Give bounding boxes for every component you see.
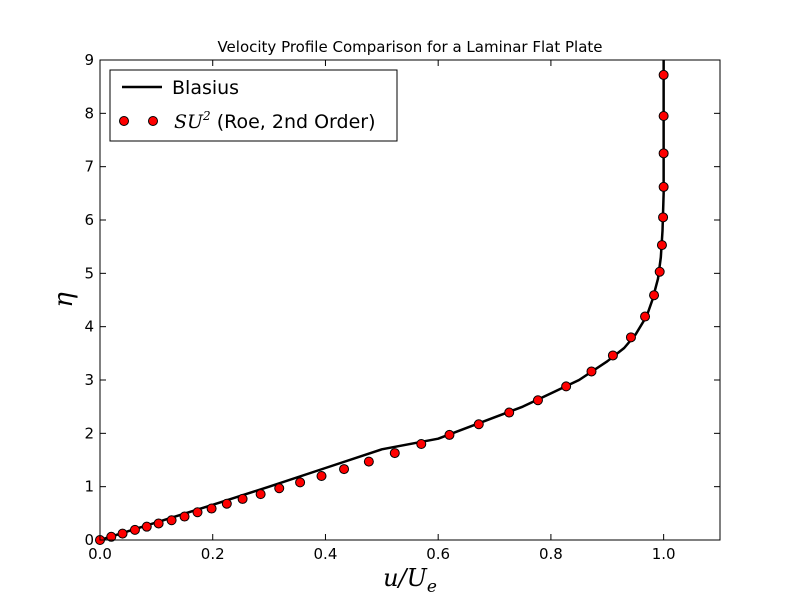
- data-point: [658, 181, 669, 192]
- data-point: [295, 477, 306, 488]
- x-tick-label: 0.0: [88, 545, 112, 563]
- y-axis-label: η: [49, 292, 79, 308]
- legend: Blasius SU2 (Roe, 2nd Order): [109, 69, 398, 142]
- data-point: [339, 464, 350, 475]
- y-tick-label: 3: [84, 371, 94, 389]
- data-point: [206, 503, 217, 514]
- data-point: [658, 148, 669, 159]
- y-tick-label: 8: [84, 104, 94, 122]
- data-point: [625, 332, 636, 343]
- y-tick-label: 9: [84, 51, 94, 69]
- data-point: [153, 518, 164, 529]
- data-point: [658, 111, 669, 121]
- data-point: [532, 395, 543, 406]
- y-tick-label: 6: [84, 211, 94, 229]
- data-point: [255, 489, 266, 500]
- y-tick-label: 0: [84, 531, 94, 549]
- x-tick-label: 0.8: [539, 545, 563, 563]
- legend-box: [109, 69, 398, 142]
- data-point: [656, 240, 667, 251]
- x-axis-label: u/Ue: [383, 564, 437, 597]
- data-point: [473, 419, 484, 430]
- y-tick-label: 1: [84, 478, 94, 496]
- y-axis-ticks: 0 1 2 3 4 5 6 7 8 9: [84, 51, 720, 549]
- data-point: [166, 515, 177, 526]
- chart-title: Velocity Profile Comparison for a Lamina…: [217, 38, 602, 56]
- data-point: [504, 407, 515, 418]
- data-point: [654, 266, 665, 277]
- data-point: [192, 507, 203, 518]
- x-axis-ticks: 0.0 0.2 0.4 0.6 0.8 1.0: [88, 60, 676, 563]
- data-point: [658, 69, 669, 80]
- data-point: [444, 429, 455, 440]
- y-tick-label: 2: [84, 424, 94, 442]
- data-point: [179, 511, 190, 522]
- legend-marker-swatch: [148, 116, 158, 126]
- data-point: [416, 439, 427, 449]
- data-point: [658, 212, 669, 223]
- x-tick-label: 0.6: [426, 545, 450, 563]
- x-tick-label: 0.2: [201, 545, 225, 563]
- y-tick-label: 7: [84, 158, 94, 176]
- data-point: [274, 483, 285, 494]
- data-point: [363, 456, 374, 467]
- legend-entry-su2: SU2 (Roe, 2nd Order): [174, 109, 376, 133]
- data-point: [561, 381, 572, 392]
- y-tick-label: 5: [84, 264, 94, 282]
- data-point: [117, 528, 128, 539]
- legend-marker-swatch: [119, 116, 129, 126]
- x-tick-label: 0.4: [314, 545, 338, 563]
- data-point: [237, 493, 248, 504]
- series-line-blasius: [99, 60, 665, 542]
- data-point: [221, 498, 232, 509]
- x-tick-label: 1.0: [652, 545, 676, 563]
- data-point: [141, 521, 152, 532]
- data-point: [129, 524, 140, 535]
- data-point: [586, 366, 597, 377]
- data-point: [389, 448, 400, 459]
- data-point: [649, 290, 660, 301]
- data-point: [607, 350, 618, 361]
- y-tick-label: 4: [84, 318, 94, 336]
- data-point: [640, 311, 651, 322]
- plot-frame: [99, 59, 721, 541]
- data-point: [106, 531, 117, 542]
- legend-entry-blasius: Blasius: [172, 77, 239, 99]
- data-point: [316, 471, 327, 481]
